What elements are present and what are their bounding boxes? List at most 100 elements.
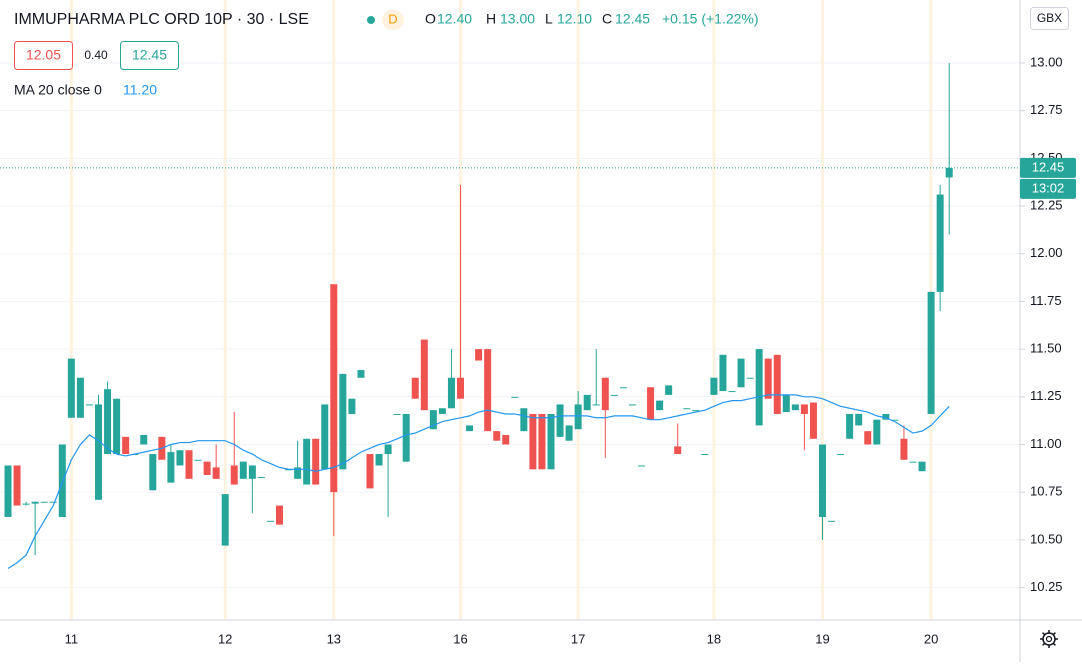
- candle-body: [167, 452, 175, 483]
- currency: GBX: [1037, 11, 1062, 25]
- candle-body: [837, 454, 845, 456]
- y-tick-label: 10.75: [1030, 484, 1063, 499]
- legend-label: C: [602, 11, 612, 27]
- candle-body: [800, 404, 808, 414]
- candle-body: [628, 404, 636, 406]
- y-tick-label: 12.25: [1030, 197, 1063, 212]
- y-tick-label: 11.25: [1030, 388, 1062, 403]
- status-dot: [367, 16, 375, 24]
- last-price-label: 12.45: [1032, 159, 1065, 174]
- candle-body: [4, 465, 12, 517]
- candle-body: [538, 413, 546, 470]
- candle-body: [701, 454, 709, 456]
- candle-body: [900, 438, 908, 460]
- x-tick-label: 17: [571, 631, 585, 646]
- candle-body: [176, 450, 184, 466]
- candle-body: [511, 396, 519, 398]
- x-tick-label: 13: [327, 631, 341, 646]
- legend-value: 12.40: [437, 11, 472, 27]
- candle-body: [945, 167, 953, 178]
- legend-label: L: [545, 11, 553, 27]
- candle-body: [230, 465, 238, 485]
- candle-body: [85, 404, 93, 406]
- session-break: [223, 0, 227, 620]
- candle-body: [755, 349, 763, 426]
- ask-box[interactable]: [120, 41, 179, 70]
- candle-body: [339, 373, 347, 470]
- candle-body: [556, 404, 564, 437]
- legend-change: +0.15 (+1.22%): [662, 11, 759, 27]
- y-tick-label: 11.75: [1030, 293, 1062, 308]
- candle-body: [321, 404, 329, 470]
- candle-body: [520, 408, 528, 432]
- candle-body: [819, 444, 826, 517]
- candle-body: [312, 438, 320, 485]
- candle-body: [13, 465, 21, 506]
- candle-body: [493, 431, 501, 441]
- legend-label: H: [486, 11, 496, 27]
- legend-value: 12.45: [615, 11, 650, 27]
- candle-body: [828, 520, 836, 522]
- candle-body: [384, 444, 392, 455]
- legend-label: O: [425, 11, 436, 27]
- candle-body: [728, 391, 736, 393]
- candle-body: [348, 398, 356, 414]
- candle-body: [619, 387, 627, 389]
- y-tick-label: 11.50: [1030, 341, 1062, 356]
- candle-body: [782, 394, 790, 413]
- candle-body: [610, 394, 618, 396]
- indicator-value: 11.20: [123, 82, 157, 98]
- candle-body: [185, 450, 193, 479]
- candle-body: [203, 461, 211, 476]
- candle-body: [438, 408, 446, 414]
- session-break: [69, 0, 73, 620]
- bid-price: 12.05: [26, 47, 61, 63]
- candle-body: [547, 413, 555, 470]
- x-tick-label: 18: [707, 631, 721, 646]
- candle-body: [31, 501, 39, 504]
- bid-box[interactable]: [14, 41, 73, 70]
- candle-body: [882, 413, 890, 420]
- countdown: 13:02: [1032, 180, 1065, 195]
- currency-box[interactable]: [1030, 7, 1069, 30]
- candle-body: [918, 461, 926, 472]
- candle-body: [276, 505, 283, 525]
- candle-body: [140, 434, 148, 445]
- candle-body: [475, 349, 483, 361]
- candle-body: [447, 377, 455, 409]
- spread: 0.40: [84, 48, 108, 62]
- candle-body: [303, 438, 311, 485]
- candle-body: [746, 377, 754, 379]
- candle-body: [457, 377, 464, 399]
- symbol-title: IMMUPHARMA PLC ORD 10P · 30 · LSE: [14, 11, 309, 28]
- session-break: [821, 0, 824, 620]
- x-tick-label: 11: [65, 631, 79, 646]
- candle-body: [909, 461, 917, 463]
- candle-body: [294, 467, 302, 479]
- settings-icon[interactable]: [1040, 630, 1058, 648]
- candle-body: [692, 410, 700, 412]
- candle-body: [366, 454, 374, 489]
- legend-value: 12.10: [557, 11, 592, 27]
- candle-body: [809, 402, 817, 439]
- candle-body: [49, 501, 57, 503]
- candle-body: [791, 404, 799, 411]
- candle-body: [257, 476, 265, 478]
- candle-body: [149, 454, 157, 491]
- candle-body: [67, 358, 75, 418]
- candle-body: [601, 377, 609, 411]
- candle-body: [76, 377, 84, 418]
- candle-body: [420, 339, 428, 411]
- candle-body: [375, 454, 383, 466]
- session-break: [712, 0, 716, 620]
- candle-body: [737, 358, 745, 388]
- legend-value: 13.00: [500, 11, 535, 27]
- candle-body: [674, 446, 682, 455]
- ask-price: 12.45: [132, 47, 167, 63]
- candle-body: [656, 400, 664, 411]
- interval-badge: D: [388, 11, 397, 26]
- ma-line: [7, 394, 950, 569]
- gear-teeth: [1040, 630, 1058, 648]
- candle-body: [710, 377, 718, 395]
- candle-body: [683, 408, 691, 410]
